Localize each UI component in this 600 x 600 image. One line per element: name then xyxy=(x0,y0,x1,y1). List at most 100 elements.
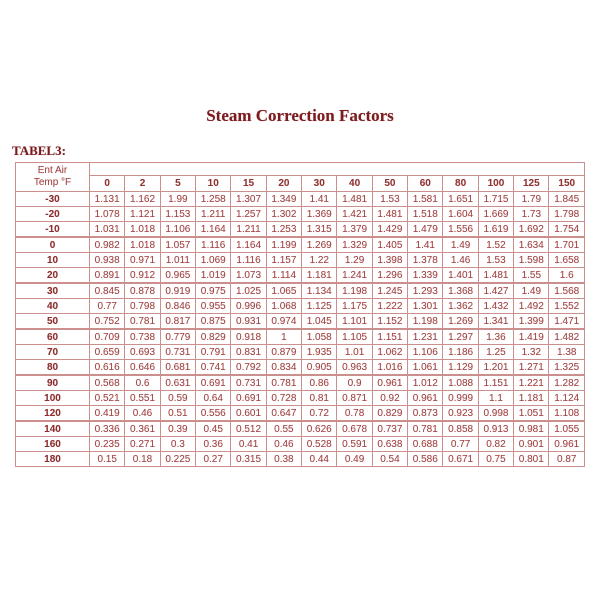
value-cell: 1.078 xyxy=(88,206,126,222)
value-cell: 0.72 xyxy=(301,405,338,422)
temp-cell: 50 xyxy=(15,313,90,330)
value-cell: 0.512 xyxy=(230,420,267,437)
steam-correction-factors-table: Ent Air Temp °F 0 2 5 10 15 20 30 40 50 60 80 100 125 1… xyxy=(15,162,585,467)
value-cell: 1.692 xyxy=(513,221,550,238)
value-cell: 0.875 xyxy=(195,313,232,330)
value-cell: 1.114 xyxy=(265,267,303,284)
value-cell: 0.871 xyxy=(336,390,373,406)
value-cell: 1.29 xyxy=(336,252,373,268)
value-cell: 1.25 xyxy=(477,344,515,360)
value-cell: 1.019 xyxy=(195,267,232,284)
value-cell: 0.46 xyxy=(265,436,303,452)
value-cell: 1.1 xyxy=(477,390,515,406)
temp-cell: 10 xyxy=(15,252,90,268)
value-cell: 1.669 xyxy=(477,206,515,222)
header-band-row: Ent Air Temp °F xyxy=(15,162,585,192)
table-row: 10 0.938 0.971 1.011 1.069 1.116 1.157 1.22 1.29… xyxy=(15,252,585,268)
column-label: 2 xyxy=(124,175,161,192)
value-cell: 1.198 xyxy=(336,282,373,299)
value-cell: 0.901 xyxy=(513,436,550,452)
value-cell: 0.49 xyxy=(336,451,373,467)
value-cell: 1.297 xyxy=(442,328,479,345)
value-cell: 1.481 xyxy=(336,191,373,207)
table-body: -30 1.131 1.162 1.99 1.258 1.307 1.349 1.41 1.48… xyxy=(15,191,585,467)
value-cell: 1.36 xyxy=(477,328,515,345)
table-row: 180 0.15 0.18 0.225 0.27 0.315 0.38 0.44 0.49 0.5… xyxy=(15,451,585,467)
value-cell: 0.315 xyxy=(230,451,267,467)
value-cell: 1.379 xyxy=(336,221,373,238)
value-cell: 1.199 xyxy=(265,236,303,253)
value-cell: 1.012 xyxy=(407,374,444,391)
value-cell: 0.46 xyxy=(124,405,161,422)
value-cell: 1.152 xyxy=(371,313,409,330)
value-cell: 1.01 xyxy=(336,344,373,360)
value-cell: 1.552 xyxy=(548,298,585,314)
value-cell: 0.912 xyxy=(124,267,161,284)
column-label: 40 xyxy=(336,175,373,192)
temp-cell: 100 xyxy=(15,390,90,406)
value-cell: 1.634 xyxy=(513,236,550,253)
temp-cell: 30 xyxy=(15,282,90,299)
column-label: 100 xyxy=(477,175,515,192)
value-cell: 0.659 xyxy=(88,344,126,360)
value-cell: 1.221 xyxy=(513,374,550,391)
value-cell: 0.817 xyxy=(159,313,197,330)
value-cell: 1.479 xyxy=(407,221,444,238)
value-cell: 0.731 xyxy=(159,344,197,360)
value-cell: 1.164 xyxy=(195,221,232,238)
column-label: 20 xyxy=(265,175,303,192)
value-cell: 1.53 xyxy=(477,252,515,268)
value-cell: 1.108 xyxy=(548,405,585,422)
value-cell: 1.057 xyxy=(159,236,197,253)
value-cell: 1.106 xyxy=(407,344,444,360)
value-cell: 1.045 xyxy=(301,313,338,330)
value-cell: 0.87 xyxy=(548,451,585,467)
value-cell: 1.935 xyxy=(301,344,338,360)
value-cell: 0.829 xyxy=(195,328,232,345)
table-header: Ent Air Temp °F 0 2 5 10 15 20 30 40 50 60 80 100 125 1… xyxy=(15,162,585,192)
table-row: 160 0.235 0.271 0.3 0.36 0.41 0.46 0.528 0.591 0.… xyxy=(15,436,585,452)
temp-cell: 80 xyxy=(15,359,90,376)
value-cell: 1.175 xyxy=(336,298,373,314)
value-cell: 0.38 xyxy=(265,451,303,467)
value-cell: 0.55 xyxy=(265,420,303,437)
value-cell: 0.691 xyxy=(230,390,267,406)
value-cell: 1.018 xyxy=(124,221,161,238)
value-cell: 1.598 xyxy=(513,252,550,268)
value-cell: 0.738 xyxy=(124,328,161,345)
value-cell: 1.116 xyxy=(195,236,232,253)
value-cell: 1.55 xyxy=(513,267,550,284)
value-cell: 0.998 xyxy=(477,405,515,422)
value-cell: 1.211 xyxy=(195,206,232,222)
temp-cell: 120 xyxy=(15,405,90,422)
value-cell: 0.631 xyxy=(159,374,197,391)
value-cell: 0.996 xyxy=(230,298,267,314)
value-cell: 1 xyxy=(265,328,303,345)
temp-cell: 180 xyxy=(15,451,90,467)
value-cell: 0.82 xyxy=(477,436,515,452)
value-cell: 0.235 xyxy=(88,436,126,452)
value-cell: 1.101 xyxy=(336,313,373,330)
value-cell: 0.336 xyxy=(88,420,126,437)
value-cell: 1.362 xyxy=(442,298,479,314)
value-cell: 1.105 xyxy=(336,328,373,345)
value-cell: 0.78 xyxy=(336,405,373,422)
temp-cell: -10 xyxy=(15,221,90,238)
value-cell: 0.961 xyxy=(407,390,444,406)
value-cell: 0.64 xyxy=(195,390,232,406)
value-cell: 1.481 xyxy=(477,267,515,284)
value-cell: 1.471 xyxy=(548,313,585,330)
value-cell: 0.693 xyxy=(124,344,161,360)
value-cell: 0.51 xyxy=(159,405,197,422)
value-cell: 1.296 xyxy=(371,267,409,284)
value-cell: 1.258 xyxy=(195,191,232,207)
value-cell: 1.568 xyxy=(548,282,585,299)
value-cell: 1.068 xyxy=(265,298,303,314)
value-cell: 1.482 xyxy=(548,328,585,345)
value-cell: 1.257 xyxy=(230,206,267,222)
value-cell: 0.9 xyxy=(336,374,373,391)
value-cell: 1.22 xyxy=(301,252,338,268)
value-cell: 0.44 xyxy=(301,451,338,467)
value-cell: 0.591 xyxy=(336,436,373,452)
value-cell: 1.062 xyxy=(371,344,409,360)
